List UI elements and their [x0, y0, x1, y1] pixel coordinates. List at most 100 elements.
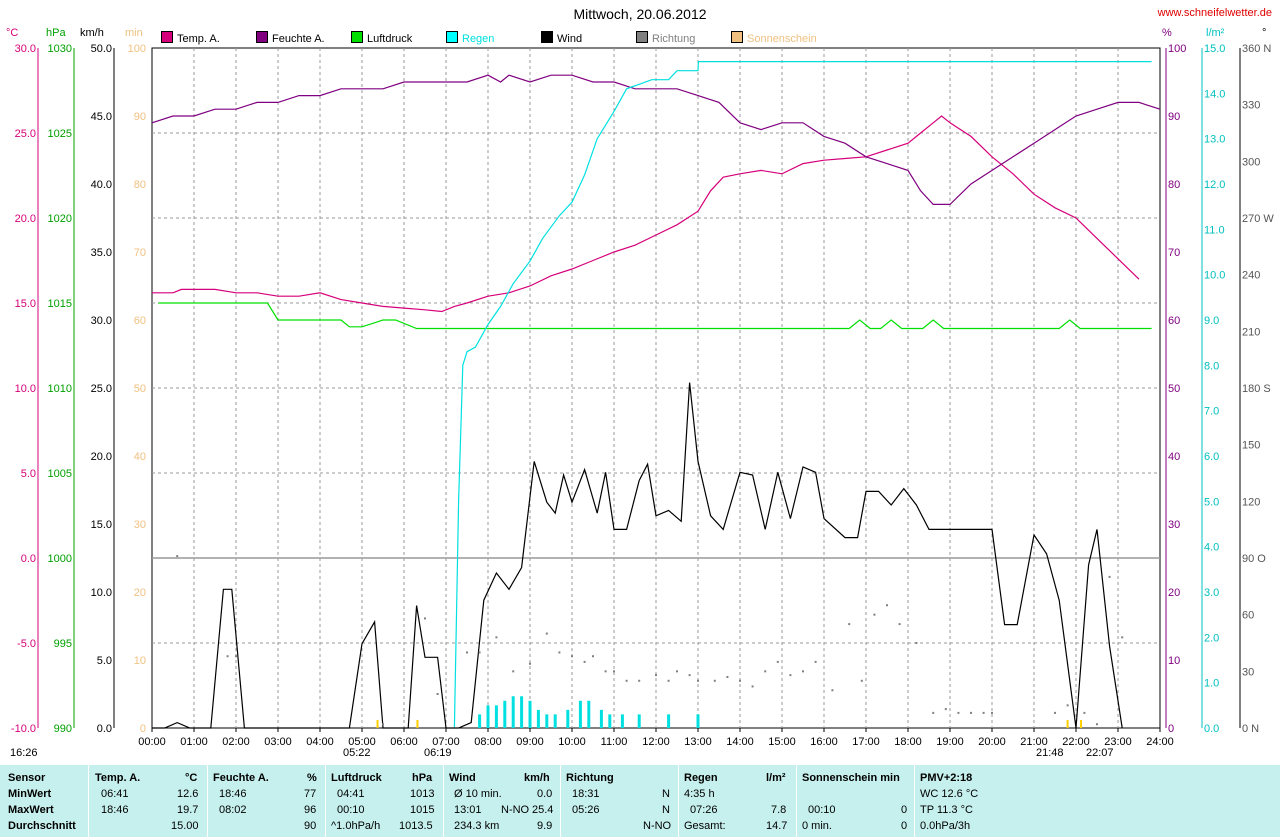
axis-labels: 00:00 01:00 02:00 03:00 04:00 05:00 06:00 07:00…: [11, 43, 1274, 748]
x-tick-label: 09:00: [516, 736, 544, 748]
max-pressure-time: 00:10: [337, 804, 365, 816]
max-wind-direction: N-NO: [501, 804, 530, 816]
direction-point: [789, 674, 792, 677]
direction-point: [1066, 704, 1069, 707]
humidity-tick-label: 30: [1168, 519, 1180, 531]
direction-tick-label: 180 S: [1242, 383, 1271, 395]
direction-tick-label: 300: [1242, 156, 1260, 168]
direction-point: [558, 651, 561, 654]
x-tick-label: 22:00: [1062, 736, 1090, 748]
avg-direction-value: N-NO: [643, 820, 672, 832]
divider: [678, 765, 679, 837]
rain-tick-label: 13.0: [1204, 134, 1225, 146]
unit-humidity: %: [1162, 27, 1172, 39]
x-tick-label: 10:00: [558, 736, 586, 748]
header-sensor: Sensor: [8, 772, 46, 784]
avg-wind-distance: 234.3 km: [454, 820, 500, 832]
unit-temp: °C: [6, 27, 19, 39]
rain-bar: [553, 714, 557, 728]
direction-point: [1096, 723, 1098, 726]
min-direction-time: 18:31: [572, 788, 600, 800]
sun-tick-label: 80: [134, 179, 146, 191]
legend: Temp. A. Feuchte A. Luftdruck Regen Wind…: [0, 31, 1280, 47]
direction-point: [739, 679, 741, 682]
unit-wind: km/h: [80, 27, 104, 39]
summary-panel: Sensor Temp. A. °C Feuchte A. % Luftdruc…: [0, 765, 1280, 837]
temp-tick-label: 30.0: [15, 43, 36, 55]
avg-wind-value: 9.9: [537, 820, 553, 832]
rain-bar: [528, 700, 532, 728]
direction-point: [873, 613, 876, 616]
direction-point: [860, 679, 863, 682]
divider: [88, 765, 89, 837]
sun-tick-label: 20: [134, 587, 146, 599]
divider: [796, 765, 797, 837]
rain-bar: [696, 714, 700, 728]
direction-point: [583, 660, 586, 663]
legend-swatch-direction: [636, 31, 648, 43]
direction-point: [478, 651, 481, 654]
sun-tick-label: 100: [128, 43, 146, 55]
pressure-tick-label: 1020: [48, 213, 72, 225]
rain-tick-label: 5.0: [1204, 496, 1219, 508]
site-url[interactable]: www.schneifelwetter.de: [1157, 7, 1272, 19]
header-direction: Richtung: [566, 772, 614, 784]
divider: [914, 765, 915, 837]
x-tick-label: 02:00: [222, 736, 250, 748]
direction-point: [991, 711, 993, 714]
direction-point: [436, 693, 439, 695]
min-direction-value: N: [662, 788, 670, 800]
x-tick-label: 04:00: [306, 736, 334, 748]
direction-point: [697, 679, 699, 682]
x-tick-label: 24:00: [1146, 736, 1174, 748]
x-tick-label: 18:00: [894, 736, 922, 748]
rain-bar: [511, 696, 515, 728]
rain-bar: [599, 709, 603, 728]
series-line-regen: [453, 60, 1152, 729]
humidity-tick-label: 70: [1168, 247, 1180, 259]
pressure-tick-label: 1000: [48, 553, 72, 565]
series-line-temp-a: [152, 115, 1140, 313]
direction-point: [776, 660, 779, 663]
grid: [37, 48, 1241, 732]
header-wind: Wind: [449, 772, 476, 784]
temp-tick-label: 10.0: [15, 383, 36, 395]
direction-point: [424, 617, 426, 620]
rain-bar: [486, 705, 490, 728]
direction-point: [957, 711, 960, 714]
direction-tick-label: 30: [1242, 666, 1254, 678]
legend-label-temp: Temp. A.: [177, 33, 220, 45]
direction-point: [764, 670, 767, 673]
max-temp-time: 18:46: [101, 804, 129, 816]
pressure-tick-label: 1010: [48, 383, 72, 395]
direction-point: [898, 623, 901, 626]
rain-tick-label: 11.0: [1204, 224, 1225, 236]
pressure-tick-label: 990: [54, 723, 72, 735]
max-temp-value: 19.7: [177, 804, 199, 816]
min-humidity-value: 77: [304, 788, 317, 800]
direction-point: [176, 555, 179, 558]
pressure-tick-label: 1025: [48, 128, 72, 140]
header-temp-unit: °C: [185, 772, 198, 784]
x-tick-label: 19:00: [936, 736, 964, 748]
legend-swatch-sun: [731, 31, 743, 43]
avg-temp-value: 15.00: [171, 820, 199, 832]
min-wind-label: Ø 10 min.: [454, 788, 502, 800]
header-rain-unit: l/m²: [766, 772, 786, 784]
direction-point: [915, 642, 918, 644]
direction-tick-label: 120: [1242, 496, 1260, 508]
avg-humidity-value: 90: [304, 820, 317, 832]
max-sun-time: 00:10: [808, 804, 836, 816]
header-pressure: Luftdruck: [331, 772, 382, 784]
row-label-min: MinWert: [8, 788, 52, 800]
direction-point: [529, 662, 531, 665]
rain-tick-label: 14.0: [1204, 88, 1225, 100]
rain-tick-label: 0.0: [1204, 723, 1219, 735]
humidity-tick-label: 80: [1168, 179, 1180, 191]
wind-tick-label: 0.0: [97, 723, 112, 735]
direction-point: [814, 660, 817, 663]
footer-time-0619: 06:19: [424, 747, 452, 759]
sun-tick-label: 10: [134, 655, 146, 667]
header-humidity: Feuchte A.: [213, 772, 269, 784]
sun-tick-label: 30: [134, 519, 146, 531]
